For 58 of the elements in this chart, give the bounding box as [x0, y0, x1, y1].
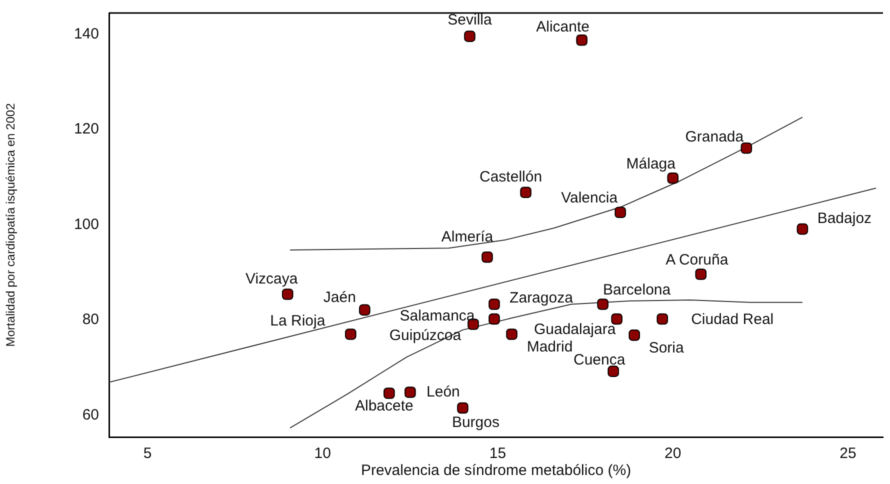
y-tick-label: 140 [74, 26, 99, 43]
x-tick-label: 10 [314, 445, 331, 462]
annotation: Zaragoza [510, 289, 574, 306]
y-tick-label: 80 [82, 311, 99, 328]
x-tick-label: 5 [143, 445, 152, 462]
annotation: Granada [685, 128, 744, 146]
annotation: Ciudad Real [691, 311, 774, 328]
annotation: Burgos [452, 414, 500, 432]
point [611, 313, 622, 325]
annotation: A Coruña [666, 251, 729, 268]
x-tick-label: 15 [489, 445, 506, 462]
point [740, 142, 752, 154]
point [506, 328, 518, 340]
point [576, 34, 588, 46]
point [482, 251, 493, 263]
point [464, 30, 476, 42]
point [359, 304, 370, 316]
annotation: Alicante [536, 18, 590, 36]
annotation: León [426, 383, 460, 400]
point [597, 298, 608, 310]
annotation: Valencia [561, 190, 618, 207]
x-axis-title: Prevalencia de síndrome metabólico (%) [360, 462, 632, 480]
point [608, 366, 619, 377]
point [796, 223, 808, 235]
annotation: Guadalajara [534, 321, 616, 338]
annotation: Jaén [323, 289, 356, 306]
point [384, 388, 395, 399]
y-tick-label: 60 [82, 406, 99, 424]
annotation: Madrid [526, 338, 573, 356]
annotation: Albacete [354, 397, 414, 414]
annotation: Castellón [479, 168, 542, 186]
point [520, 186, 532, 198]
point [488, 313, 500, 325]
point [282, 288, 294, 300]
annotation: Salamanca [400, 307, 476, 324]
point [345, 328, 356, 340]
point [628, 330, 640, 341]
point [404, 386, 416, 398]
y-tick-label: 120 [74, 120, 99, 138]
annotation: La Rioja [270, 312, 326, 330]
point [457, 402, 468, 414]
point [656, 313, 668, 325]
annotation: Vizcaya [245, 270, 298, 288]
point [667, 172, 679, 184]
annotation: Málaga [626, 155, 676, 172]
point [488, 298, 500, 310]
point [695, 268, 707, 280]
annotation: Soria [648, 339, 684, 356]
annotation: Cuenca [573, 351, 626, 368]
x-tick-label: 20 [664, 445, 682, 462]
y-axis-title: Mortalidad por cardiopatía isquémica en 2002 [4, 102, 18, 347]
point [614, 206, 626, 218]
x-tick-label: 25 [840, 445, 856, 462]
annotation: Badajoz [817, 210, 872, 228]
annotation: Sevilla [448, 11, 492, 28]
annotation: Almería [441, 228, 494, 246]
annotation: Barcelona [603, 281, 672, 298]
y-tick-label: 100 [74, 216, 99, 233]
